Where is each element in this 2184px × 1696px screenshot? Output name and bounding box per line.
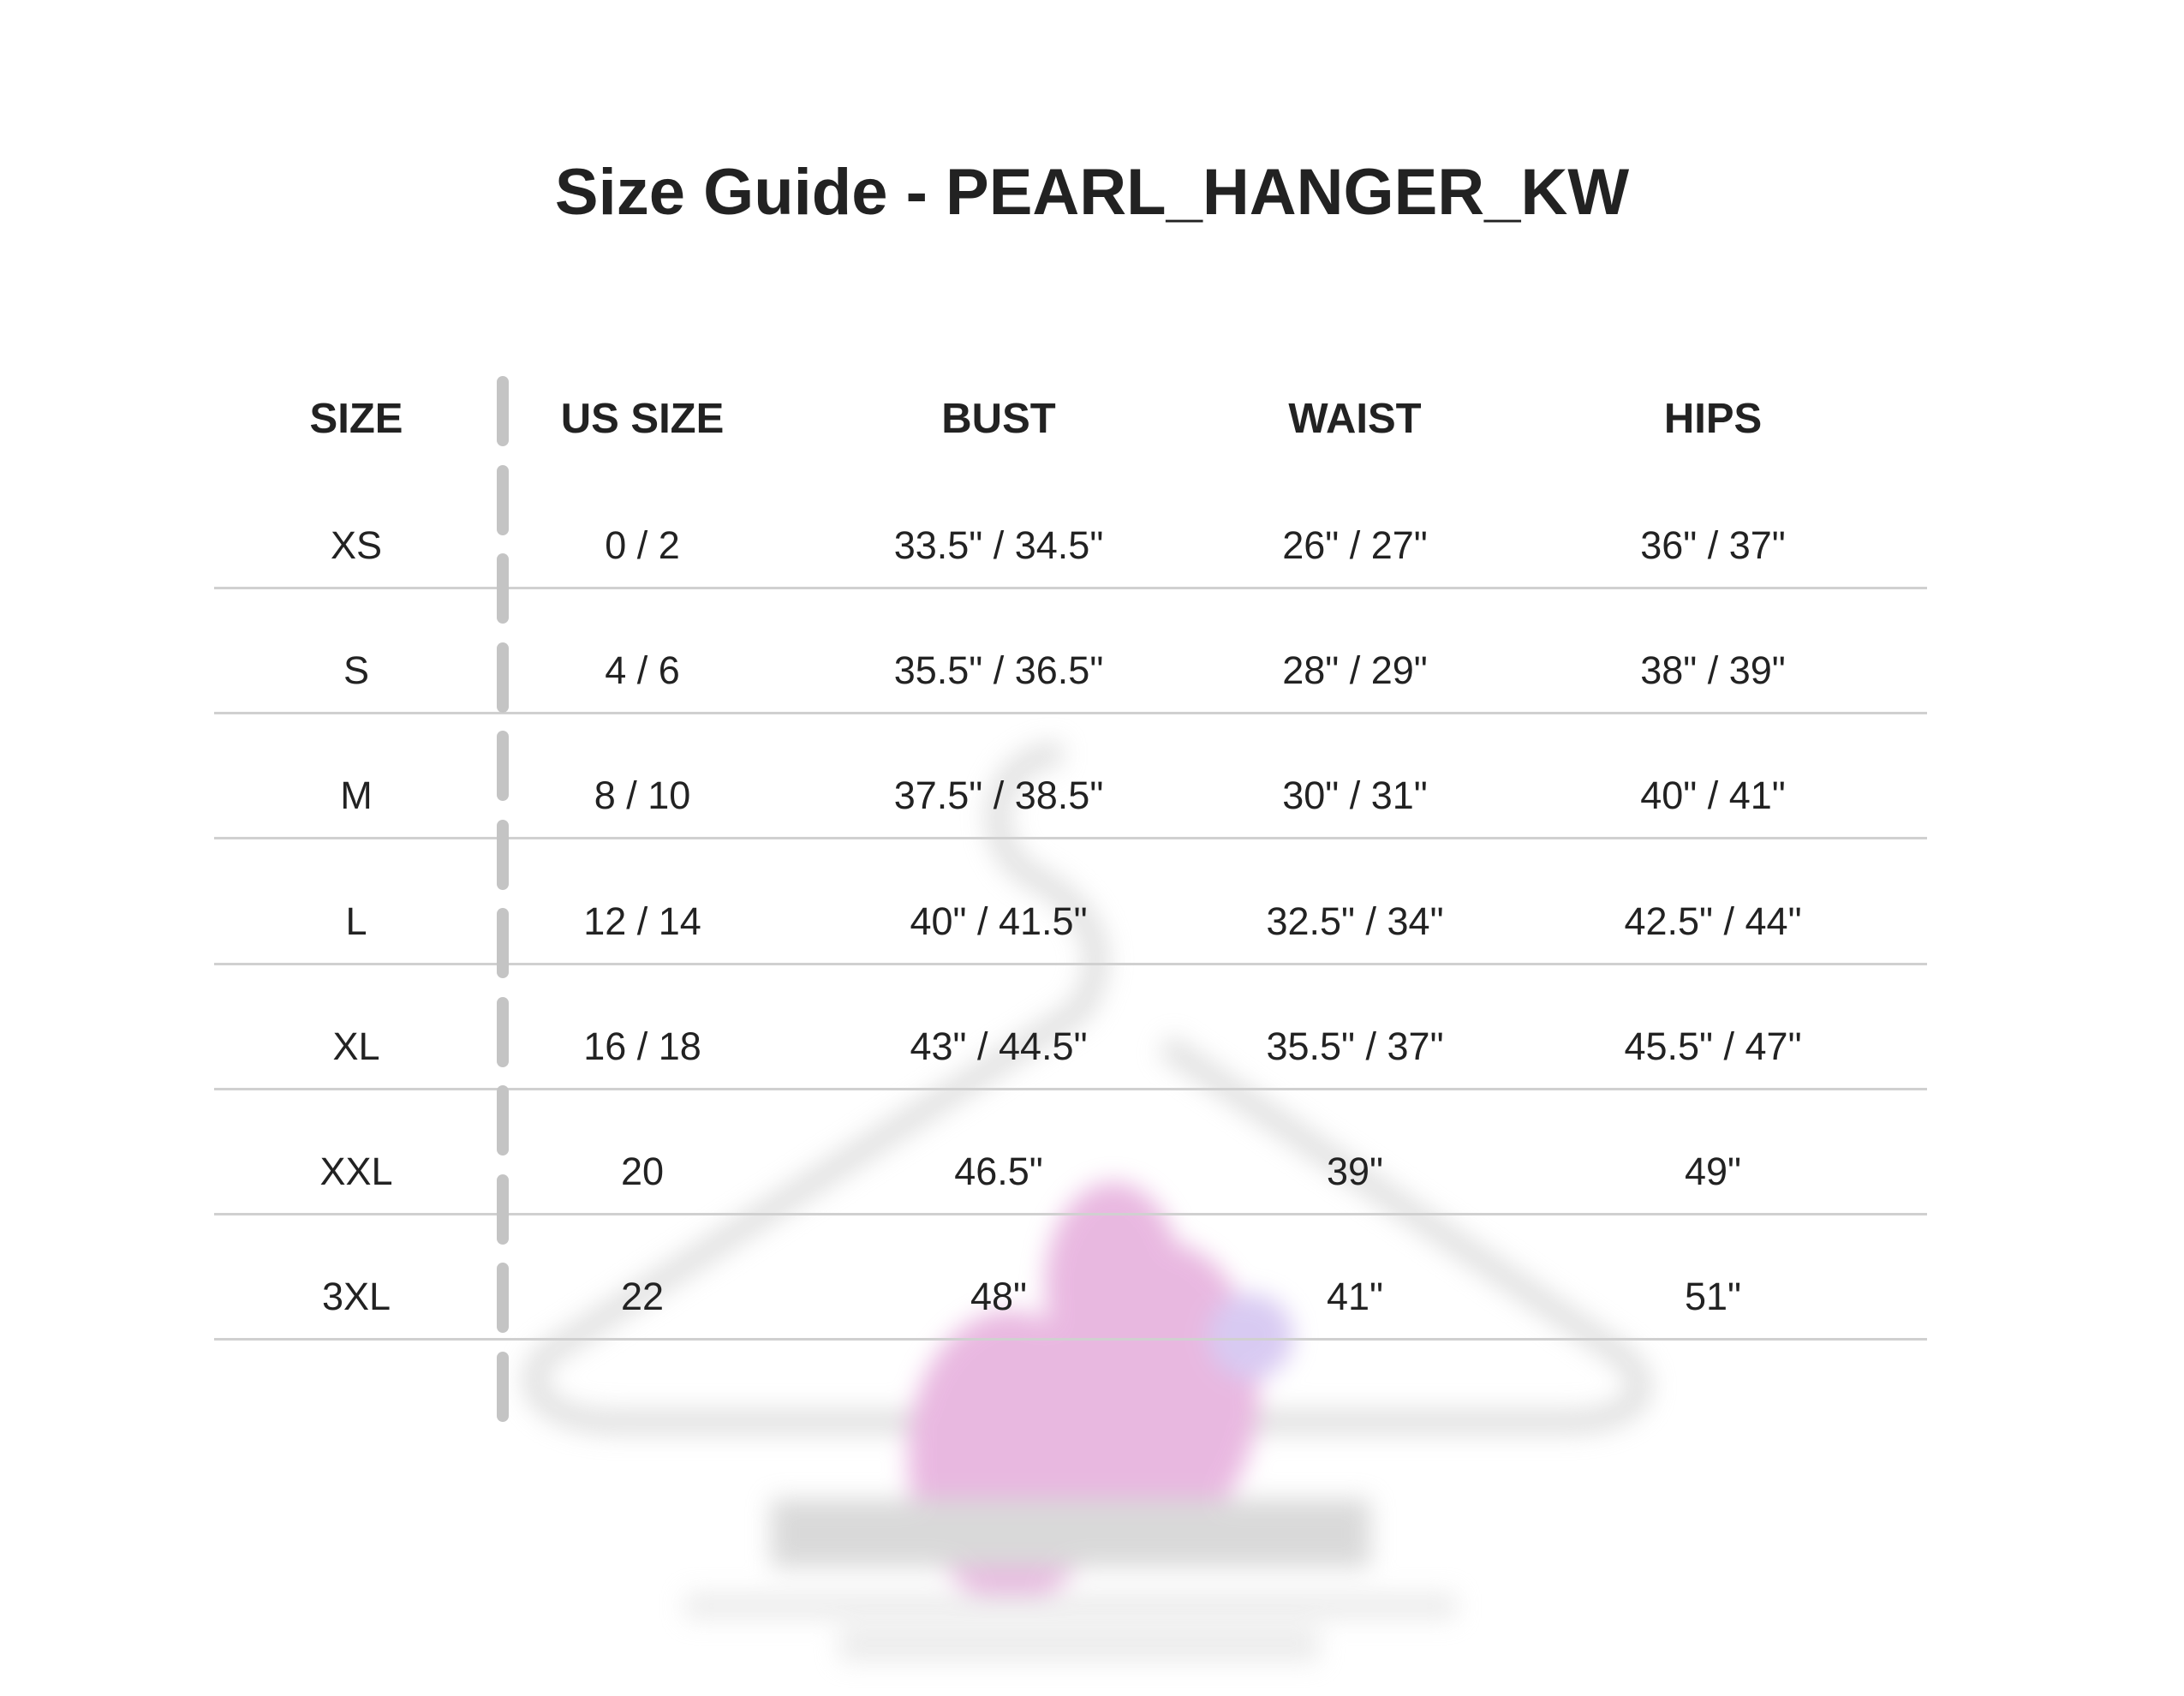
- row-divider: [214, 587, 1927, 589]
- header-waist: WAIST: [1288, 396, 1422, 442]
- row-divider: [214, 837, 1927, 840]
- cell-waist: 35.5" / 37": [1266, 1024, 1444, 1068]
- cell-size: M: [340, 773, 373, 818]
- cell-hips: 40" / 41": [1640, 773, 1786, 818]
- cell-bust: 33.5" / 34.5": [893, 523, 1104, 567]
- cell-us-size: 22: [620, 1275, 665, 1319]
- cell-size: XXL: [319, 1150, 393, 1193]
- column-divider-dash: [497, 376, 509, 446]
- column-divider-dash: [497, 642, 509, 713]
- cell-hips: 49": [1684, 1150, 1742, 1193]
- cell-size: 3XL: [321, 1275, 391, 1319]
- column-divider-dash: [497, 908, 509, 978]
- cell-hips: 45.5" / 47": [1624, 1024, 1802, 1068]
- cell-us-size: 12 / 14: [583, 899, 701, 943]
- cell-hips: 38" / 39": [1640, 648, 1786, 693]
- cell-us-size: 16 / 18: [583, 1024, 701, 1068]
- column-divider-dash: [497, 1263, 509, 1333]
- cell-waist: 30" / 31": [1282, 773, 1428, 818]
- cell-size: L: [345, 899, 367, 943]
- cell-bust: 37.5" / 38.5": [893, 773, 1104, 818]
- cell-bust: 48": [970, 1275, 1028, 1319]
- cell-us-size: 4 / 6: [605, 648, 680, 693]
- column-divider-dash: [497, 731, 509, 801]
- row-divider: [214, 1087, 1927, 1090]
- header-us-size: US SIZE: [560, 396, 725, 442]
- column-divider-dash: [497, 1173, 509, 1245]
- column-divider-dash: [497, 996, 509, 1067]
- row-divider: [214, 962, 1927, 965]
- cell-hips: 36" / 37": [1640, 523, 1786, 567]
- cell-waist: 41": [1326, 1275, 1384, 1319]
- row-divider: [214, 1213, 1927, 1215]
- column-divider-dash: [497, 553, 509, 624]
- cell-us-size: 0 / 2: [605, 523, 680, 567]
- row-divider: [214, 712, 1927, 715]
- cell-hips: 51": [1684, 1275, 1742, 1319]
- column-divider-dash: [497, 819, 509, 890]
- cell-waist: 28" / 29": [1282, 648, 1428, 693]
- column-divider-dash: [497, 1351, 509, 1422]
- header-size: SIZE: [309, 396, 403, 442]
- header-hips: HIPS: [1663, 396, 1763, 442]
- cell-size: S: [343, 648, 369, 693]
- hanger-logo-watermark: [522, 742, 1652, 1662]
- cell-waist: 32.5" / 34": [1266, 899, 1444, 943]
- page-title: Size Guide - PEARL_HANGER_KW: [554, 156, 1630, 229]
- cell-waist: 39": [1326, 1150, 1384, 1193]
- cell-size: XL: [332, 1024, 380, 1068]
- cell-bust: 46.5": [954, 1150, 1043, 1193]
- cell-size: XS: [330, 523, 383, 567]
- header-bust: BUST: [941, 396, 1056, 442]
- row-divider: [214, 1338, 1927, 1341]
- cell-bust: 43" / 44.5": [910, 1024, 1088, 1068]
- cell-bust: 40" / 41.5": [910, 899, 1088, 943]
- cell-bust: 35.5" / 36.5": [893, 648, 1104, 693]
- cell-hips: 42.5" / 44": [1624, 899, 1802, 943]
- cell-waist: 26" / 27": [1282, 523, 1428, 567]
- column-divider-dash: [497, 464, 509, 535]
- cell-us-size: 8 / 10: [594, 773, 691, 818]
- column-divider-dash: [497, 1085, 509, 1156]
- cell-us-size: 20: [620, 1150, 665, 1193]
